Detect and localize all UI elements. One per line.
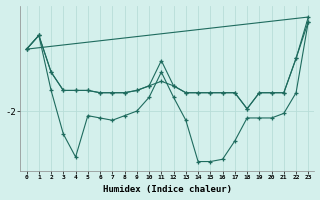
X-axis label: Humidex (Indice chaleur): Humidex (Indice chaleur) bbox=[103, 185, 232, 194]
